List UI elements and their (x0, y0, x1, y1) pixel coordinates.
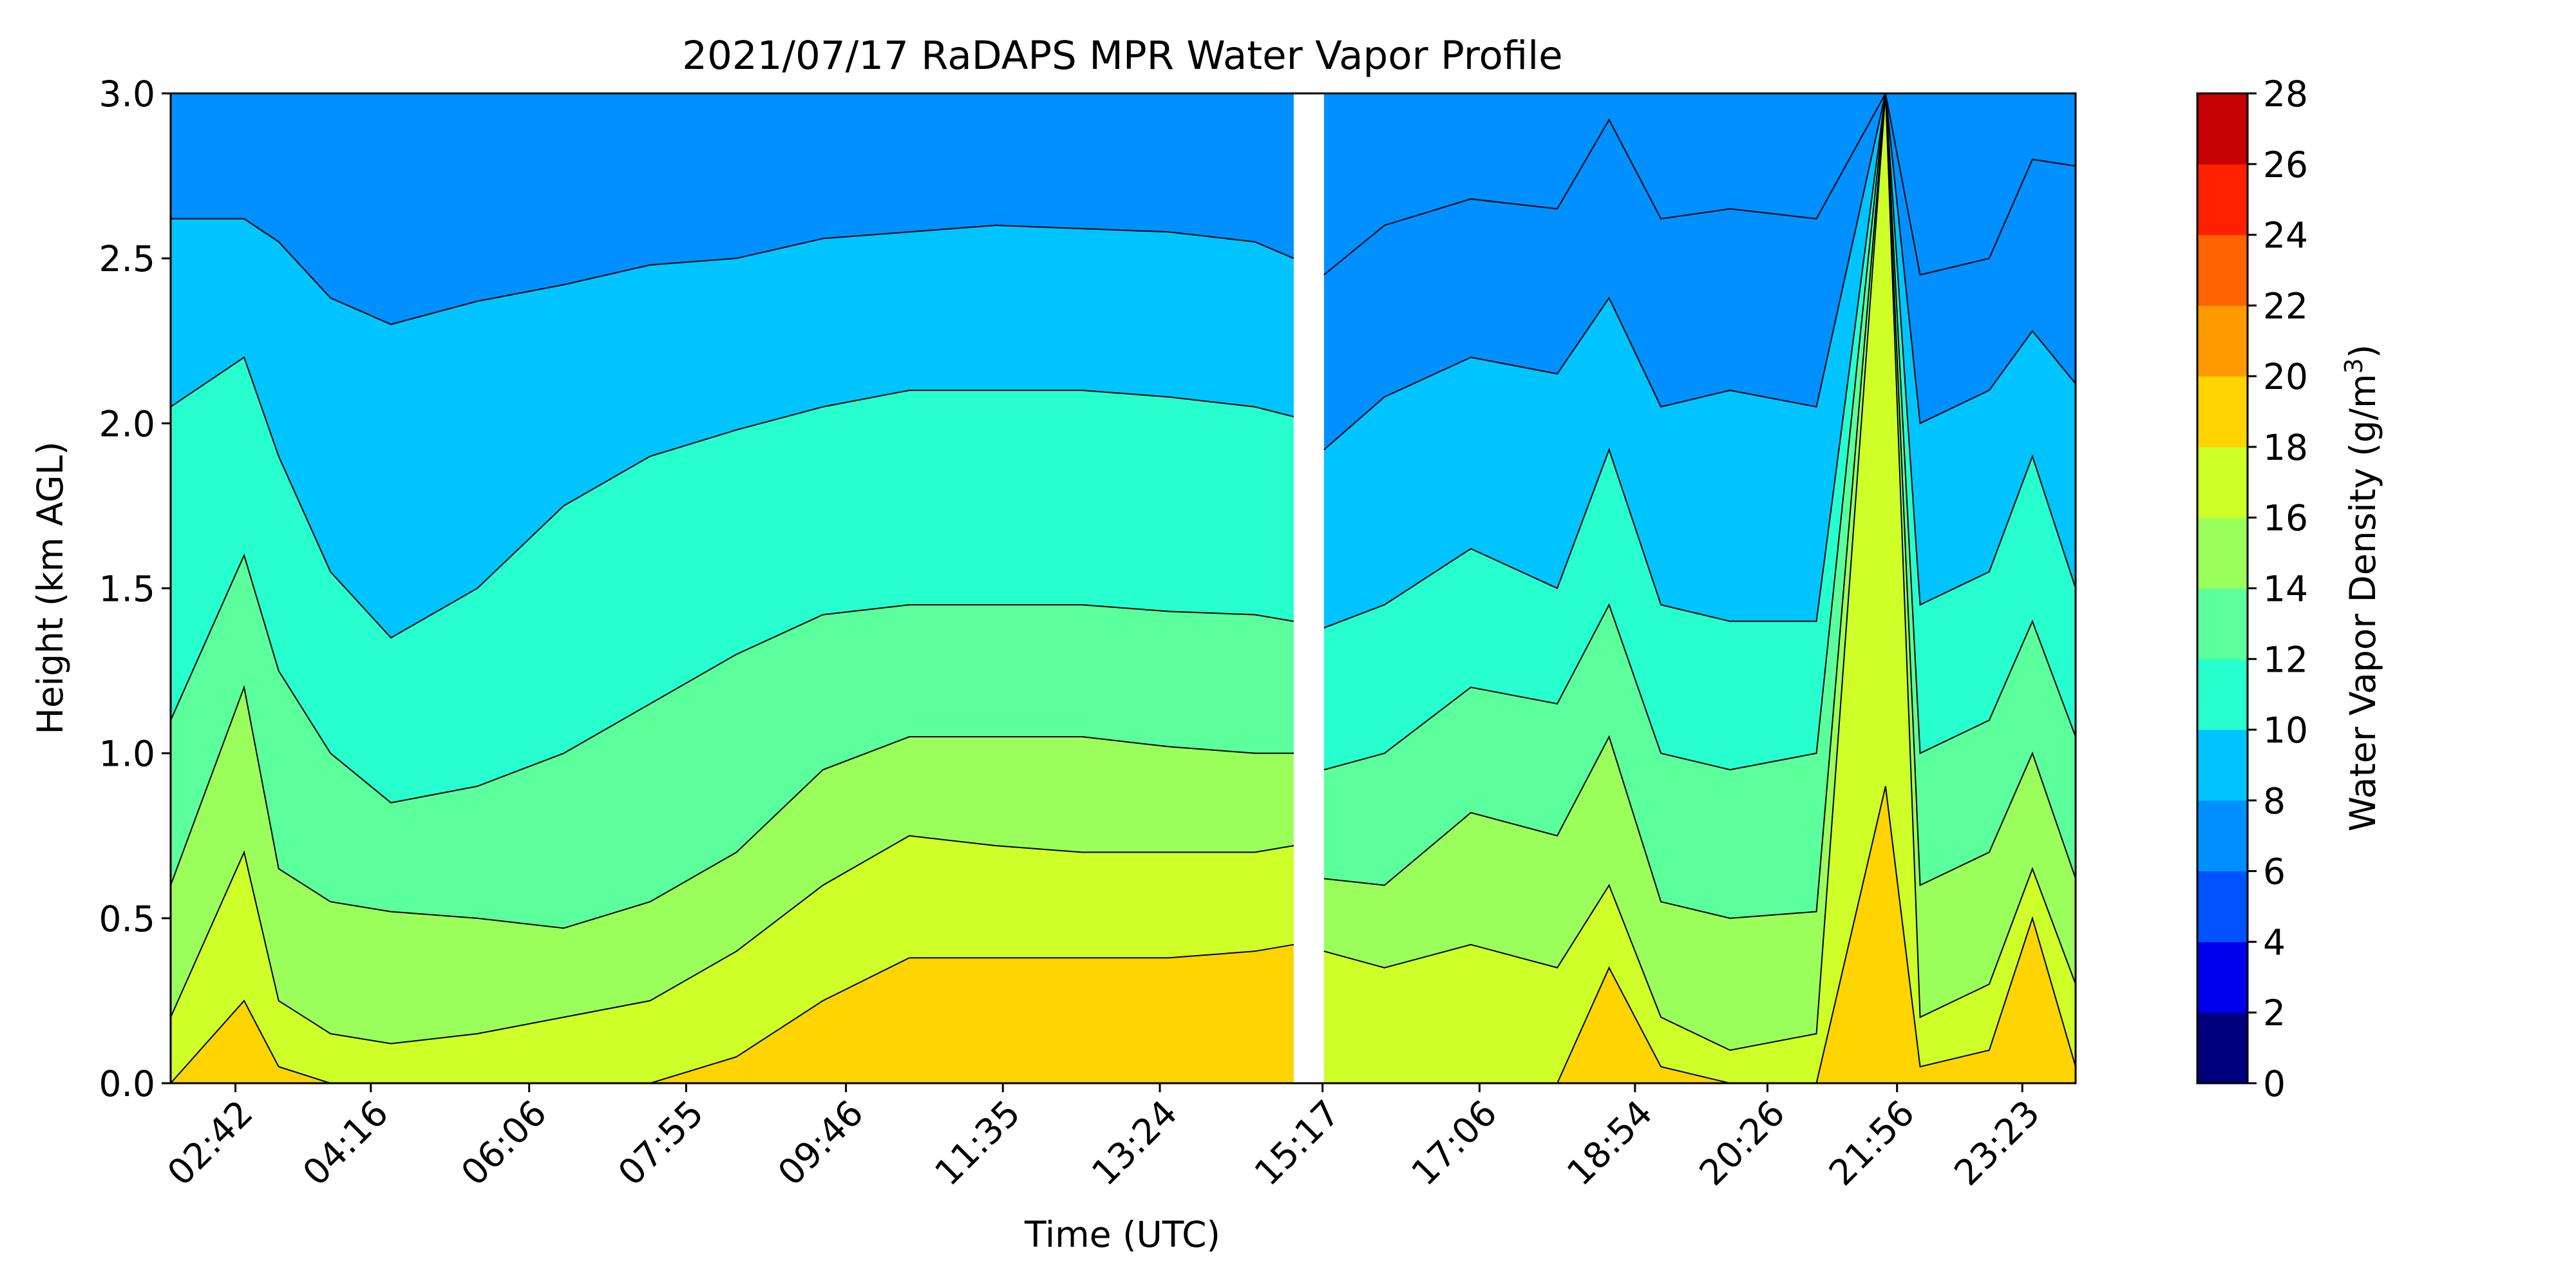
colorbar-segment (2197, 305, 2248, 377)
colorbar-segment (2197, 942, 2248, 1013)
early-band-16 (171, 835, 1294, 1083)
late-contour-line-10 (1323, 93, 2076, 629)
late-band-16 (1323, 93, 2076, 1083)
x-tick-label: 18:54 (1559, 1092, 1660, 1193)
y-tick-label: 3.0 (99, 73, 155, 115)
late-band-6 (1323, 93, 2076, 450)
late-contour-line-16 (1323, 93, 2076, 1051)
late-band-10 (1323, 93, 2076, 770)
y-tick-label: 2.5 (99, 238, 155, 279)
y-tick-label: 1.0 (99, 734, 155, 775)
y-tick-label: 1.5 (99, 569, 155, 610)
colorbar-segment (2197, 588, 2248, 659)
colorbar-tick-label: 14 (2263, 569, 2308, 610)
late-contour-line-18 (1323, 786, 2076, 1083)
y-tick-label: 0.5 (99, 898, 155, 940)
x-tick-label: 07:55 (610, 1092, 711, 1193)
colorbar-segment (2197, 164, 2248, 236)
x-axis-label: Time (UTC) (1024, 1214, 1220, 1255)
colorbar-tick-label: 20 (2263, 356, 2308, 397)
colorbar-tick-label: 10 (2263, 710, 2308, 751)
late-contour-line-12 (1323, 93, 2076, 771)
x-tick-label: 15:17 (1246, 1092, 1347, 1193)
late-contour-line-6 (1323, 93, 2076, 276)
colorbar-tick-label: 18 (2263, 427, 2308, 468)
early-band-10 (171, 357, 1294, 803)
late-band-8 (1323, 93, 2076, 628)
colorbar-tick-label: 16 (2263, 498, 2308, 539)
colorbar-segment (2197, 871, 2248, 942)
colorbar-tick-label: 4 (2263, 922, 2286, 963)
colorbar-segment (2197, 376, 2248, 448)
x-tick-label: 02:42 (159, 1092, 260, 1193)
colorbar-tick-label: 0 (2263, 1063, 2286, 1104)
late-contour-line-14 (1323, 93, 2076, 919)
x-tick-label: 13:24 (1084, 1092, 1185, 1193)
late-band-14 (1323, 93, 2076, 1050)
late-band-12 (1323, 93, 2076, 918)
colorbar-tick-label: 22 (2263, 285, 2308, 327)
early-band-12 (171, 555, 1294, 929)
y-axis-label: Height (km AGL) (30, 441, 71, 734)
early-contour-line-10 (171, 356, 1294, 639)
x-tick-label: 17:06 (1403, 1092, 1504, 1193)
early-band-18 (171, 944, 1294, 1083)
colorbar-segment (2197, 730, 2248, 801)
x-tick-label: 21:56 (1821, 1092, 1922, 1193)
chart-title: 2021/07/17 RaDAPS MPR Water Vapor Profil… (682, 33, 1562, 79)
colorbar-segment (2197, 234, 2248, 306)
y-tick-label: 0.0 (99, 1063, 155, 1104)
x-axis: 02:42 04:16 06:06 07:55 09:46 11:35 13:24 15:17… (159, 1083, 2047, 1193)
y-tick-label: 2.0 (99, 403, 155, 444)
colorbar-tick-label: 8 (2263, 781, 2286, 822)
early-contour-line-8 (171, 218, 1294, 325)
colorbar-segment (2197, 93, 2248, 165)
x-tick-label: 11:35 (927, 1092, 1028, 1193)
x-tick-label: 23:23 (1946, 1092, 2047, 1193)
early-band-top (171, 93, 1294, 325)
y-axis: 0.0 0.5 1.0 1.5 2.0 2.5 3.0 (99, 73, 171, 1104)
colorbar-tick-label: 12 (2263, 639, 2308, 680)
early-band-8 (171, 218, 1294, 638)
colorbar-label-close: ) (2342, 345, 2383, 358)
colorbar-label-main: Water Vapor Density (g/m (2342, 374, 2383, 831)
late-band-top (1323, 93, 2076, 275)
colorbar-segment (2197, 659, 2248, 730)
late-band-18 (1323, 786, 2076, 1083)
early-band-14 (171, 687, 1294, 1044)
x-tick-label: 06:06 (453, 1092, 554, 1193)
colorbar-tick-label: 28 (2263, 73, 2308, 115)
early-contour-line-14 (171, 685, 1294, 929)
colorbar-label: Water Vapor Density (g/m3) (2340, 345, 2383, 832)
contour-fill-layer (171, 93, 2076, 1083)
late-contour-line-8 (1323, 93, 2076, 451)
x-tick-label: 09:46 (770, 1092, 871, 1193)
colorbar-tick-label: 24 (2263, 215, 2308, 256)
colorbar-tick-label: 2 (2263, 992, 2286, 1034)
colorbar-segment (2197, 446, 2248, 518)
colorbar-segment (2197, 517, 2248, 589)
colorbar-segment (2197, 1012, 2248, 1084)
early-contour-line-12 (171, 553, 1294, 804)
early-contour-line-18 (171, 943, 1294, 1083)
plot-area (169, 92, 2077, 1084)
early-contour-line-16 (171, 835, 1294, 1045)
colorbar-tick-label: 26 (2263, 144, 2308, 185)
x-tick-label: 04:16 (295, 1092, 396, 1193)
colorbar-segment (2197, 800, 2248, 872)
colorbar-label-superscript: 3 (2340, 358, 2368, 374)
x-tick-label: 20:26 (1691, 1092, 1792, 1193)
colorbar-tick-label: 6 (2263, 851, 2286, 893)
